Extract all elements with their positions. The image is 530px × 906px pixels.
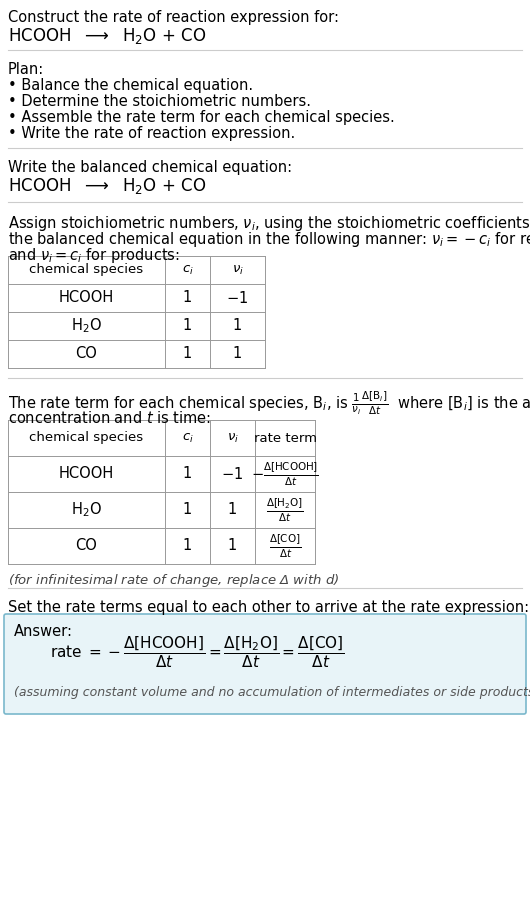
Text: Write the balanced chemical equation:: Write the balanced chemical equation: [8,160,292,175]
Text: rate term: rate term [253,431,316,445]
Text: $c_i$: $c_i$ [182,264,193,276]
Text: Construct the rate of reaction expression for:: Construct the rate of reaction expressio… [8,10,339,25]
Text: $\frac{\Delta[\mathrm{CO}]}{\Delta t}$: $\frac{\Delta[\mathrm{CO}]}{\Delta t}$ [269,532,301,560]
Text: (assuming constant volume and no accumulation of intermediates or side products): (assuming constant volume and no accumul… [14,686,530,699]
Text: 1: 1 [228,503,237,517]
Text: $\nu_i$: $\nu_i$ [232,264,243,276]
Text: 1: 1 [233,346,242,361]
Text: $\nu_i$: $\nu_i$ [226,431,238,445]
Text: • Assemble the rate term for each chemical species.: • Assemble the rate term for each chemic… [8,110,395,125]
Text: chemical species: chemical species [30,431,144,445]
Text: 1: 1 [233,319,242,333]
Text: 1: 1 [183,503,192,517]
Text: Set the rate terms equal to each other to arrive at the rate expression:: Set the rate terms equal to each other t… [8,600,529,615]
Text: H$_2$O: H$_2$O [71,501,102,519]
Text: The rate term for each chemical species, B$_i$, is $\frac{1}{\nu_i}\frac{\Delta[: The rate term for each chemical species,… [8,390,530,418]
Text: 1: 1 [183,467,192,481]
Text: Assign stoichiometric numbers, $\nu_i$, using the stoichiometric coefficients, $: Assign stoichiometric numbers, $\nu_i$, … [8,214,530,233]
Text: (for infinitesimal rate of change, replace Δ with $d$): (for infinitesimal rate of change, repla… [8,572,340,589]
FancyBboxPatch shape [4,614,526,714]
Text: H$_2$O: H$_2$O [71,317,102,335]
Text: 1: 1 [183,346,192,361]
Text: rate $= -\dfrac{\Delta[\mathrm{HCOOH}]}{\Delta t} = \dfrac{\Delta[\mathrm{H_2O}]: rate $= -\dfrac{\Delta[\mathrm{HCOOH}]}{… [50,634,344,670]
Text: HCOOH: HCOOH [59,467,114,481]
Text: Plan:: Plan: [8,62,44,77]
Text: Answer:: Answer: [14,624,73,639]
Text: chemical species: chemical species [30,264,144,276]
Text: concentration and $t$ is time:: concentration and $t$ is time: [8,410,211,426]
Text: $\frac{\Delta[\mathrm{H_2O}]}{\Delta t}$: $\frac{\Delta[\mathrm{H_2O}]}{\Delta t}$ [266,496,304,524]
Text: and $\nu_i = c_i$ for products:: and $\nu_i = c_i$ for products: [8,246,180,265]
Text: CO: CO [76,538,98,554]
Text: HCOOH: HCOOH [59,291,114,305]
Text: 1: 1 [183,319,192,333]
Text: • Write the rate of reaction expression.: • Write the rate of reaction expression. [8,126,295,141]
Text: 1: 1 [228,538,237,554]
Text: • Balance the chemical equation.: • Balance the chemical equation. [8,78,253,93]
Text: HCOOH  $\longrightarrow$  H$_2$O + CO: HCOOH $\longrightarrow$ H$_2$O + CO [8,26,206,46]
Text: • Determine the stoichiometric numbers.: • Determine the stoichiometric numbers. [8,94,311,109]
Text: $-\frac{\Delta[\mathrm{HCOOH}]}{\Delta t}$: $-\frac{\Delta[\mathrm{HCOOH}]}{\Delta t… [251,460,319,487]
Text: the balanced chemical equation in the following manner: $\nu_i = -c_i$ for react: the balanced chemical equation in the fo… [8,230,530,249]
Text: $c_i$: $c_i$ [182,431,193,445]
Text: HCOOH  $\longrightarrow$  H$_2$O + CO: HCOOH $\longrightarrow$ H$_2$O + CO [8,176,206,196]
Text: CO: CO [76,346,98,361]
Text: 1: 1 [183,538,192,554]
Text: $-1$: $-1$ [226,290,249,306]
Text: $-1$: $-1$ [222,466,244,482]
Text: 1: 1 [183,291,192,305]
